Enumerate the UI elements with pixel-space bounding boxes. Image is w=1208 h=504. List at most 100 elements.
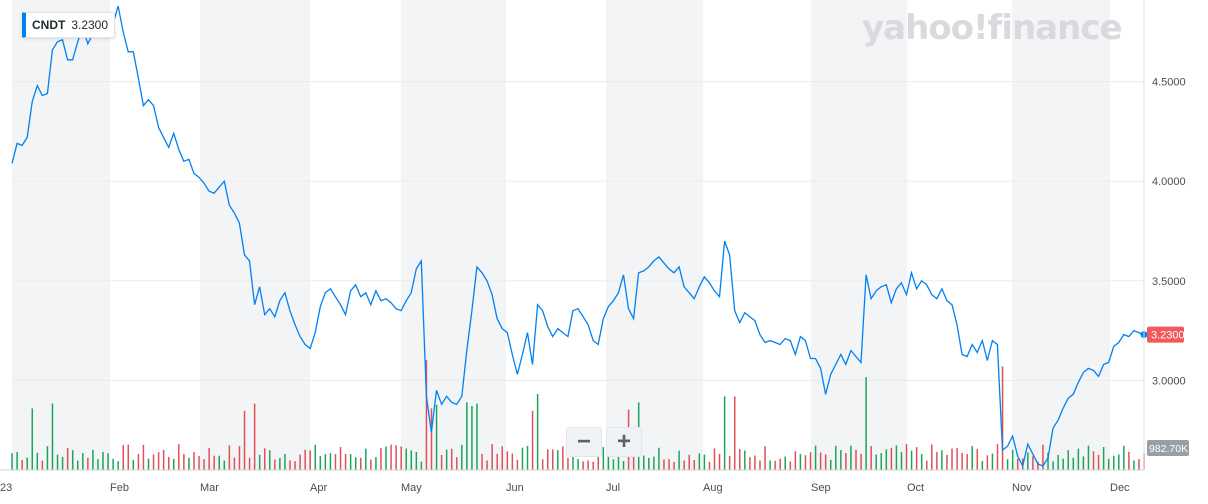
volume-bar (658, 447, 660, 470)
volume-bar (117, 461, 119, 470)
volume-bar (587, 460, 589, 470)
ticker-badge[interactable]: CNDT 3.2300 (22, 12, 116, 38)
volume-bar (1057, 454, 1059, 470)
volume-bar (1138, 459, 1140, 470)
volume-bar (996, 444, 999, 470)
volume-bar (723, 396, 726, 470)
volume-bar (167, 456, 170, 470)
volume-bar (855, 449, 857, 470)
volume-bar (1077, 448, 1080, 470)
volume-bar (840, 450, 842, 470)
volume-bar (243, 410, 246, 470)
volume-bar (466, 402, 468, 470)
x-tick-label: Jul (606, 482, 620, 494)
volume-bar (941, 450, 943, 470)
volume-bar (971, 446, 973, 470)
volume-bar (673, 461, 675, 470)
volume-bar (375, 457, 377, 470)
volume-bar (1102, 447, 1105, 470)
volume-bar (779, 458, 781, 470)
volume-bar (284, 453, 286, 470)
grid-lines (12, 81, 1144, 381)
volume-bar (415, 452, 418, 470)
volume-bar (178, 444, 180, 470)
volume-bar (739, 449, 741, 470)
volume-bar (213, 455, 215, 470)
volume-bar (592, 461, 594, 470)
volume-bar (314, 444, 317, 470)
volume-bar (203, 459, 205, 470)
volume-bar (223, 460, 226, 470)
volume-bar (905, 444, 908, 470)
volume-bar (1112, 455, 1115, 470)
volume-bar (1107, 458, 1110, 470)
volume-bar (107, 453, 109, 470)
volume-bar (97, 459, 99, 470)
volume-bar (319, 456, 322, 470)
x-tick-label: Dec (1110, 482, 1130, 494)
volume-bar (450, 448, 453, 470)
volume-bar (607, 446, 610, 470)
volume-bar (1052, 461, 1054, 470)
volume-bar (718, 453, 721, 470)
volume-bar (668, 459, 670, 470)
volume-bars (11, 360, 1145, 470)
volume-bar (597, 452, 600, 470)
volume-bar (400, 446, 402, 470)
volume-bar (390, 444, 392, 470)
ticker-price: 3.2300 (71, 18, 109, 32)
volume-bar (1072, 457, 1075, 470)
volume-bar (147, 458, 150, 470)
zoom-in-button[interactable]: + (606, 427, 642, 457)
volume-bar (56, 454, 59, 470)
zoom-out-button[interactable]: − (566, 427, 602, 457)
volume-bar (1097, 454, 1100, 470)
volume-bar (910, 450, 913, 470)
volume-bar (36, 452, 39, 470)
volume-bar (1037, 461, 1039, 470)
volume-bar (21, 459, 23, 470)
volume-bar (304, 449, 306, 470)
volume-bar (860, 453, 862, 470)
volume-bar (188, 457, 190, 470)
volume-bar (749, 457, 751, 470)
volume-bar (1123, 445, 1125, 470)
volume-bar (461, 444, 463, 470)
volume-bar (531, 410, 534, 470)
volume-bar (920, 454, 923, 470)
volume-bar (986, 455, 989, 470)
volume-bar (132, 459, 135, 470)
volume-bar (688, 454, 690, 470)
volume-bar (1047, 452, 1049, 470)
x-tick-label: Sep (811, 482, 831, 494)
volume-bar (198, 456, 200, 470)
x-tick-label: Oct (907, 482, 924, 494)
x-tick-label: Feb (110, 482, 129, 494)
y-tick-label: 3.5000 (1152, 276, 1186, 288)
volume-bar (1027, 452, 1029, 470)
volume-bar (253, 403, 256, 470)
volume-bar (622, 461, 625, 470)
volume-bar (157, 452, 160, 470)
volume-bar (122, 445, 124, 470)
volume-bar (809, 452, 812, 470)
volume-bar (46, 446, 49, 470)
volume-bar (258, 454, 261, 470)
volume-bar (71, 450, 74, 470)
month-shade-4 (811, 0, 907, 470)
volume-bar (769, 460, 771, 470)
volume-bar (51, 403, 54, 470)
volume-bar (890, 447, 893, 470)
volume-bar (683, 460, 685, 470)
volume-bar (678, 450, 680, 470)
volume-bar (1062, 458, 1064, 470)
volume-bar (486, 460, 488, 470)
volume-bar (491, 444, 493, 470)
volume-bar (693, 460, 696, 470)
volume-bar (794, 451, 797, 470)
volume-bar (536, 394, 539, 470)
volume-bar (541, 459, 544, 470)
volume-bar (1118, 454, 1120, 470)
volume-bar (476, 403, 478, 470)
